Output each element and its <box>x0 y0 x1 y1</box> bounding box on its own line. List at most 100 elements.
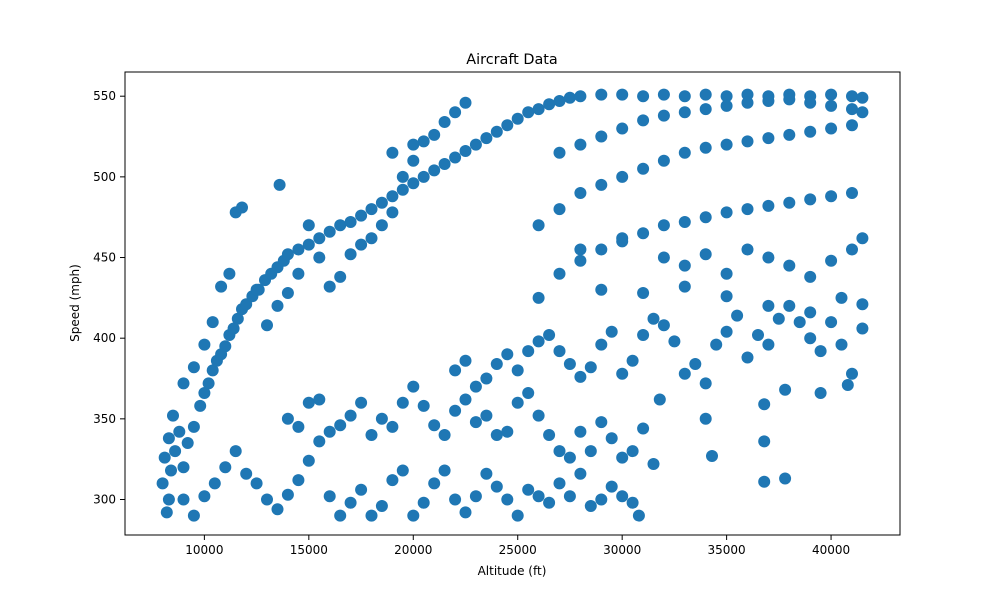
data-point <box>344 496 357 509</box>
data-point <box>281 412 294 425</box>
data-point <box>657 219 670 232</box>
x-ticks: 10000 15000 20000 25000 30000 35000 40000 <box>185 535 850 557</box>
data-point <box>198 338 211 351</box>
x-tick-label: 40000 <box>812 543 850 557</box>
data-point <box>678 280 691 293</box>
data-point <box>595 283 608 296</box>
data-point <box>762 338 775 351</box>
data-point <box>543 329 556 341</box>
data-point <box>160 506 173 519</box>
data-point <box>501 119 514 132</box>
data-point <box>522 483 535 496</box>
data-point <box>511 396 524 409</box>
data-point <box>563 91 576 104</box>
data-point <box>699 88 712 101</box>
data-point <box>553 267 566 280</box>
y-tick-label: 350 <box>93 412 116 426</box>
data-point <box>706 450 718 462</box>
data-point <box>846 187 858 199</box>
data-point <box>162 432 175 445</box>
data-point <box>344 409 357 422</box>
data-point <box>469 416 482 429</box>
data-point <box>292 420 305 433</box>
data-point <box>574 425 587 438</box>
data-point <box>302 454 315 467</box>
data-point <box>678 367 691 380</box>
data-point <box>480 467 493 480</box>
data-point <box>449 364 462 377</box>
data-point <box>647 312 660 325</box>
data-point <box>292 474 305 487</box>
data-point <box>459 145 472 157</box>
data-point <box>616 88 629 101</box>
data-point <box>438 464 451 477</box>
data-point <box>261 319 273 332</box>
x-tick-label: 25000 <box>499 543 537 557</box>
data-point <box>653 393 666 406</box>
data-point <box>459 96 472 109</box>
data-point <box>835 291 848 304</box>
data-point <box>292 243 305 256</box>
data-point <box>428 164 441 177</box>
data-point <box>386 420 399 433</box>
data-point <box>616 451 629 464</box>
data-point <box>449 493 462 506</box>
data-point <box>417 399 430 412</box>
data-point <box>605 432 618 445</box>
data-point <box>741 135 754 148</box>
data-point <box>302 238 315 251</box>
data-point <box>553 146 566 159</box>
data-point <box>511 112 524 125</box>
data-point <box>532 291 545 304</box>
data-point <box>637 90 650 103</box>
data-point <box>501 425 514 438</box>
data-point <box>271 503 284 516</box>
data-point <box>699 248 712 261</box>
y-tick-label: 550 <box>93 89 116 103</box>
data-point <box>313 393 326 406</box>
data-point <box>198 490 211 503</box>
data-point <box>720 138 733 151</box>
data-point <box>490 480 503 493</box>
data-point <box>490 429 503 441</box>
data-point <box>846 103 858 116</box>
data-point <box>720 90 733 103</box>
data-point <box>741 203 754 216</box>
data-point <box>165 464 177 477</box>
data-point <box>532 103 545 116</box>
data-point <box>553 203 566 216</box>
data-point <box>480 372 493 385</box>
data-point <box>678 146 691 159</box>
data-point <box>553 345 566 358</box>
data-point <box>227 322 240 335</box>
data-point <box>428 128 441 141</box>
data-point <box>386 190 399 203</box>
data-point <box>783 93 796 106</box>
data-point <box>762 251 775 264</box>
data-point <box>532 219 545 232</box>
data-point <box>323 225 336 238</box>
data-point <box>595 243 608 256</box>
data-point <box>637 114 650 127</box>
y-ticks: 300 350 400 450 500 550 <box>93 89 125 507</box>
data-point <box>804 270 817 283</box>
data-point <box>313 251 326 264</box>
data-point <box>428 477 441 490</box>
data-point <box>647 458 660 470</box>
data-point <box>637 162 650 175</box>
data-point <box>334 219 347 232</box>
data-point <box>783 128 796 141</box>
data-point <box>229 445 242 458</box>
data-point <box>532 409 545 422</box>
data-point <box>386 206 399 219</box>
data-point <box>699 377 712 390</box>
data-point <box>856 232 869 245</box>
data-point <box>637 227 650 240</box>
data-point <box>626 445 639 458</box>
data-point <box>386 146 399 159</box>
data-point <box>313 435 326 448</box>
data-point <box>240 298 253 311</box>
data-point <box>522 387 535 399</box>
data-point <box>449 404 462 417</box>
